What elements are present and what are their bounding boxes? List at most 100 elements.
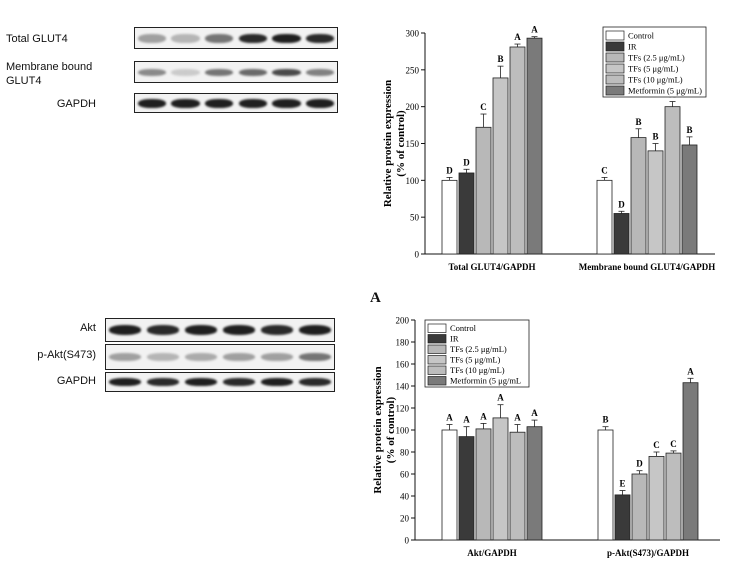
bar [475, 126, 492, 255]
y-axis-label: Relative protein expression [372, 366, 384, 493]
bar [682, 382, 699, 541]
bar [526, 426, 543, 541]
blot-band [238, 33, 267, 43]
bar [509, 46, 526, 255]
blot-band [171, 68, 200, 76]
legend-swatch [605, 41, 625, 52]
significance-letter: A [531, 408, 538, 418]
significance-letter: D [446, 165, 453, 175]
bar [458, 436, 475, 541]
bar [492, 417, 509, 541]
blot-strip-gapdh-bottom [105, 372, 335, 392]
y-axis-label-units: (% of control) [385, 396, 397, 463]
y-tick-label: 250 [406, 65, 420, 75]
blot-band [261, 378, 293, 386]
legend-swatch [605, 63, 625, 74]
blot-band [171, 98, 200, 108]
legend-entry: TFs (5 μg/mL) [450, 355, 501, 365]
blot-band [147, 325, 179, 335]
blot-band [185, 325, 217, 335]
blot-strip-gapdh-top [134, 93, 338, 113]
blot-band [306, 33, 335, 43]
significance-letter: A [531, 25, 538, 35]
blot-band [109, 325, 141, 335]
bar [509, 431, 526, 541]
bar [648, 455, 665, 541]
significance-letter: A [514, 32, 521, 42]
legend-entry: IR [628, 42, 637, 52]
legend-entry: Control [628, 31, 655, 41]
x-category-label: Membrane bound GLUT4/GAPDH [579, 262, 716, 272]
blot-band [223, 378, 255, 386]
significance-letter: B [635, 117, 641, 127]
significance-letter: C [670, 439, 677, 449]
blot-label-membrane-glut4-text: Membrane bound GLUT4 [6, 61, 93, 87]
significance-letter: A [687, 366, 694, 376]
blot-label-total-glut4: Total GLUT4 [6, 33, 68, 45]
significance-letter: D [463, 157, 470, 167]
legend-entry: TFs (2.5 μg/mL) [450, 344, 507, 354]
significance-letter: A [497, 393, 504, 403]
blot-band [272, 33, 301, 43]
bar [475, 428, 492, 541]
y-tick-label: 140 [396, 382, 410, 392]
bar [681, 144, 698, 255]
y-tick-label: 80 [400, 448, 410, 458]
bar [665, 452, 682, 541]
panel-label-a: A [370, 290, 381, 306]
y-axis-label: Relative protein expression [382, 80, 394, 207]
legend-entry: IR [450, 334, 459, 344]
significance-letter: A [446, 413, 453, 423]
chart-akt: 0 20 40 60 80 100 120 140 160 180 200 Relative prot… [372, 316, 720, 558]
y-tick-label: 0 [405, 536, 410, 546]
blot-band [185, 353, 217, 361]
bar [614, 494, 631, 541]
blot-band [299, 353, 331, 361]
blot-label-membrane-glut4: Membrane bound GLUT4 [6, 60, 126, 88]
blot-band [137, 98, 166, 108]
y-tick-label: 200 [406, 102, 420, 112]
significance-letter: B [686, 125, 692, 135]
blot-band [261, 353, 293, 361]
blot-band [261, 325, 293, 335]
blot-band [272, 98, 301, 108]
bar [441, 179, 458, 255]
y-tick-label: 120 [396, 404, 410, 414]
significance-letter: D [618, 199, 625, 209]
legend-swatch [605, 30, 625, 41]
blot-strip-total-glut4 [134, 27, 338, 49]
bar [630, 137, 647, 255]
blot-label-gapdh-top: GAPDH [56, 98, 96, 110]
y-tick-label: 200 [396, 316, 410, 326]
bar [526, 37, 543, 255]
blot-band [223, 353, 255, 361]
legend-entry: Control [450, 323, 477, 333]
x-category-label: p-Akt(S473)/GAPDH [607, 548, 689, 558]
y-tick-label: 180 [396, 338, 410, 348]
y-tick-label: 150 [406, 139, 420, 149]
significance-letter: A [480, 411, 487, 421]
significance-letter: E [619, 479, 625, 489]
bar [596, 179, 613, 255]
y-tick-label: 40 [400, 492, 410, 502]
blot-band [306, 98, 335, 108]
blot-band [272, 68, 301, 76]
blot-band [205, 68, 234, 76]
significance-letter: B [602, 415, 608, 425]
y-tick-label: 100 [406, 176, 420, 186]
blot-band [205, 98, 234, 108]
bar [597, 429, 614, 541]
legend-swatch [427, 355, 447, 365]
y-tick-label: 300 [406, 29, 420, 39]
blot-band [109, 378, 141, 386]
legend-swatch [427, 334, 447, 344]
legend-swatch [427, 323, 447, 333]
y-tick-label: 160 [396, 360, 410, 370]
y-tick-label: 60 [400, 470, 410, 480]
legend-swatch [605, 74, 625, 85]
blot-panel-bottom: Akt p-Akt(S473) GAPDH [0, 310, 345, 392]
legend-entry: TFs (10 μg/mL) [628, 75, 683, 85]
y-tick-label: 20 [400, 514, 410, 524]
blot-label-gapdh-bottom: GAPDH [56, 375, 96, 387]
legend-entry: TFs (5 μg/mL) [628, 64, 679, 74]
